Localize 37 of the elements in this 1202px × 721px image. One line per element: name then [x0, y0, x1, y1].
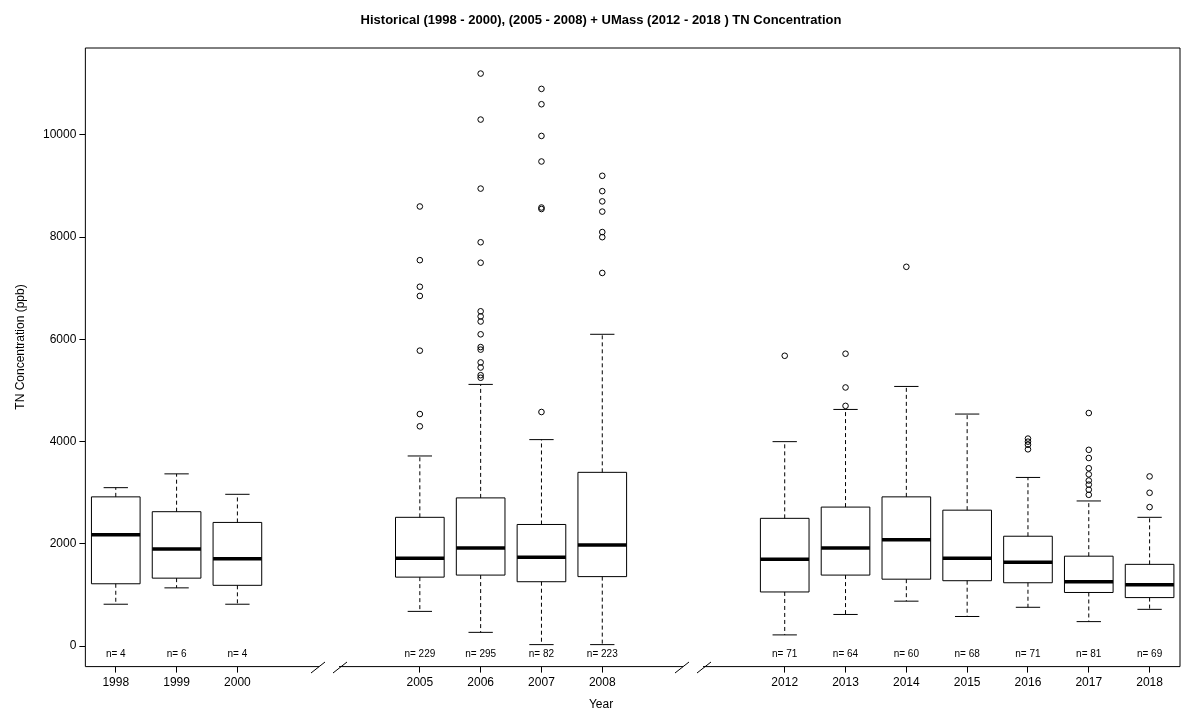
annotation: n= 69: [1136, 648, 1163, 660]
y-tick-label: 6000: [49, 331, 77, 346]
annotation: n= 6: [166, 648, 187, 660]
x-tick-label: 2017: [1075, 675, 1103, 690]
x-tick-label: 2007: [528, 675, 556, 690]
annotation: n= 71: [1015, 648, 1042, 660]
x-tick-label: 2008: [588, 675, 616, 690]
x-tick-label: 1998: [102, 675, 130, 690]
x-tick-label: 2018: [1136, 675, 1164, 690]
y-tick-label: 10000: [42, 127, 77, 142]
y-tick-label: 8000: [49, 229, 77, 244]
y-axis-title: TN Concentration (ppb): [13, 283, 27, 412]
x-tick-label: 2012: [771, 675, 799, 690]
annotation: n= 64: [832, 648, 859, 660]
annotation: n= 68: [954, 648, 981, 660]
x-tick-label: 2014: [892, 675, 921, 690]
x-tick-label: 2006: [467, 675, 495, 690]
x-tick-label: 2005: [406, 675, 434, 690]
annotation: n= 60: [893, 648, 920, 660]
x-tick-label: 1999: [163, 675, 191, 690]
annotation: n= 295: [465, 648, 497, 660]
annotation: n= 71: [772, 648, 798, 660]
x-tick-label: 2013: [832, 675, 860, 690]
annotation: n= 4: [105, 648, 127, 660]
x-tick-label: 2000: [224, 675, 252, 690]
annotation: n= 229: [404, 648, 436, 660]
y-tick-label: 2000: [49, 536, 77, 551]
annotation: n= 4: [227, 648, 248, 660]
chart-title: Historical (1998 - 2000), (2005 - 2008) + UMass (2012 - 2018 ) TN Concentration: [359, 12, 843, 27]
y-tick-label: 0: [69, 638, 77, 653]
x-axis-title: Year: [587, 697, 615, 711]
annotation: n= 223: [586, 648, 619, 660]
y-tick-label: 4000: [49, 433, 77, 448]
annotation: n= 81: [1076, 648, 1102, 660]
x-tick-label: 2016: [1014, 675, 1042, 690]
x-tick-label: 2015: [953, 675, 981, 690]
annotation: n= 82: [528, 648, 555, 660]
